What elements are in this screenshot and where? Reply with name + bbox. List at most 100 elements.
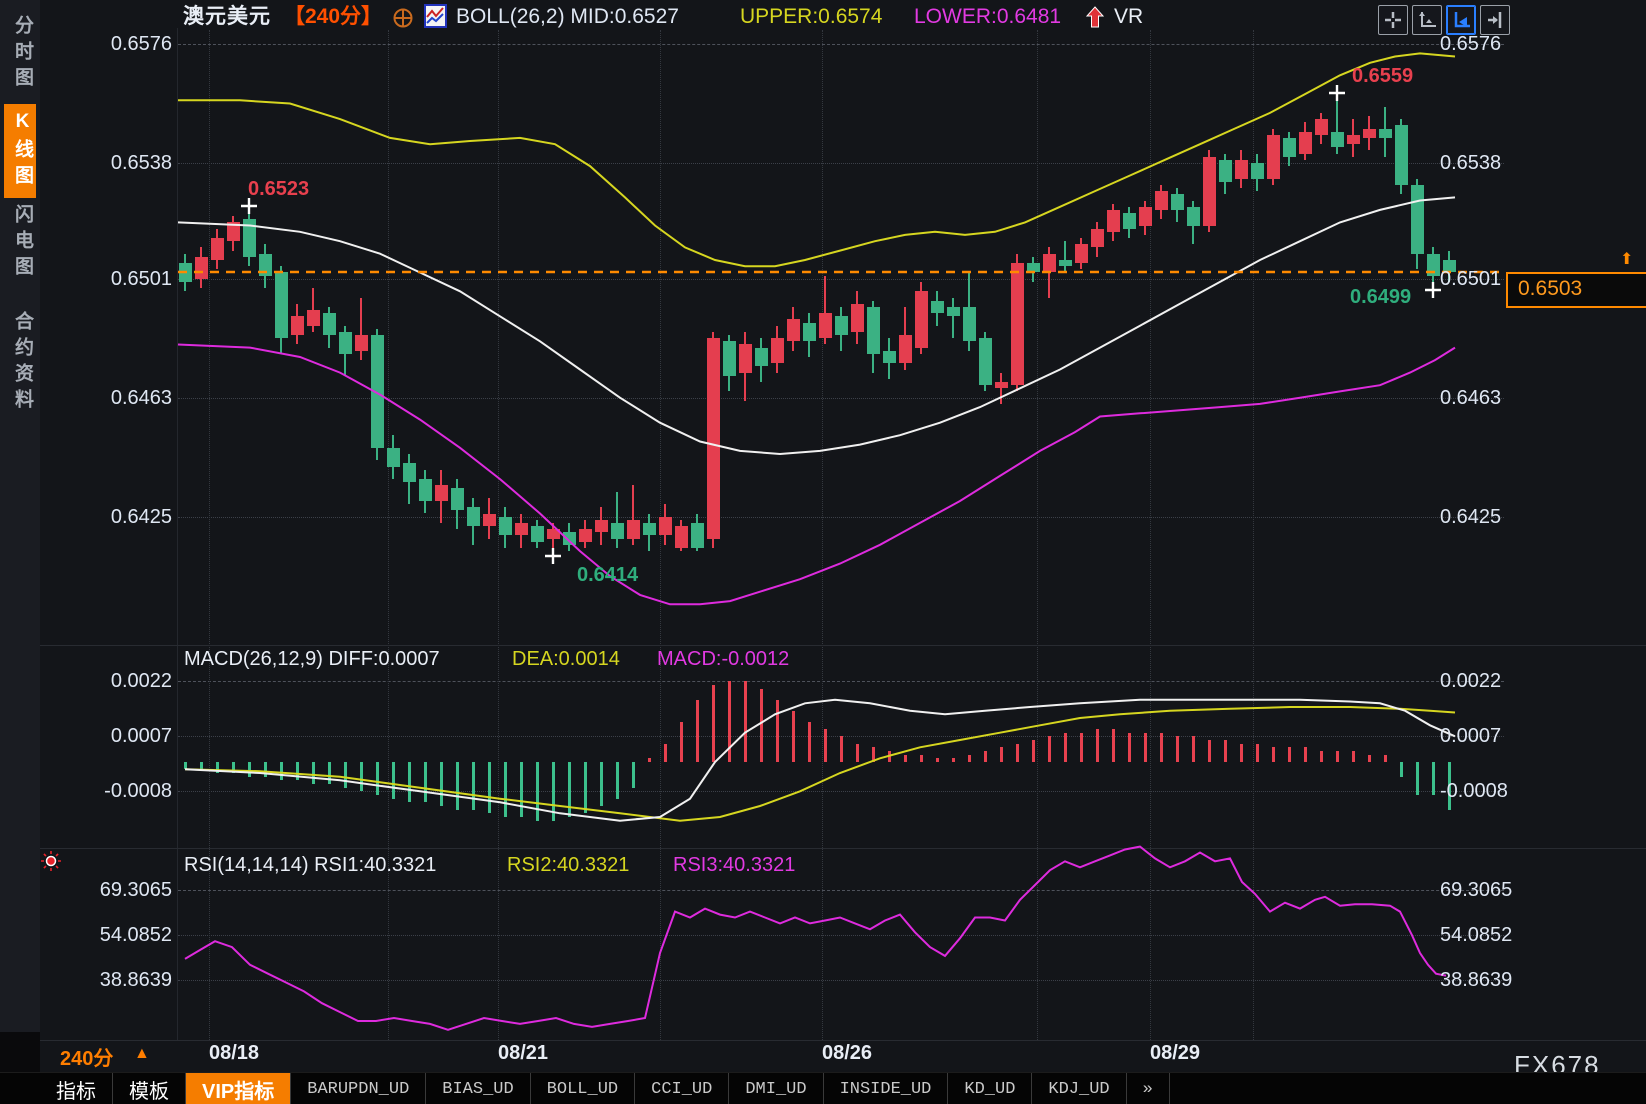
sidebar-item-timeline[interactable]: 分时图 xyxy=(12,15,33,93)
axis-left-icon[interactable] xyxy=(1412,5,1442,35)
candle xyxy=(387,447,400,467)
macd-histogram-bar xyxy=(1080,732,1083,762)
pane-separator xyxy=(40,1040,1646,1041)
candle xyxy=(243,219,256,257)
sidebar-item-contract-info[interactable]: 合约资料 xyxy=(12,311,33,415)
settings-circle-icon[interactable] xyxy=(393,8,414,34)
tab-3[interactable]: VIP指标 xyxy=(186,1073,292,1104)
macd-histogram-bar xyxy=(744,681,747,762)
candle xyxy=(275,272,288,339)
candle xyxy=(467,507,480,526)
tab-6[interactable]: BOLL_UD xyxy=(531,1073,636,1104)
candle xyxy=(1171,194,1184,210)
macd-histogram-bar xyxy=(1416,762,1419,795)
axis-right-icon[interactable] xyxy=(1480,5,1510,35)
pane-separator xyxy=(40,645,1646,646)
date-gridline xyxy=(1037,30,1038,1040)
tab-4[interactable]: BARUPDN_UD xyxy=(291,1073,427,1104)
macd-histogram-bar xyxy=(1096,728,1099,762)
sidebar-item-kline[interactable]: K线图 xyxy=(4,104,36,198)
macd-header-label: MACD(26,12,9) DIFF:0.0007 xyxy=(184,648,440,670)
macd-histogram-bar xyxy=(1432,762,1435,795)
candle xyxy=(339,331,352,354)
footer-period[interactable]: 240分 xyxy=(60,1048,114,1070)
macd-histogram-bar xyxy=(936,758,939,762)
candle xyxy=(1379,128,1392,138)
macd-histogram-bar xyxy=(920,754,923,762)
vr-indicator-label[interactable]: VR xyxy=(1114,5,1144,28)
candle xyxy=(1139,206,1152,226)
macd-gridline xyxy=(178,681,1504,682)
candle xyxy=(691,522,704,548)
macd-axis-label-left: -0.0008 xyxy=(104,780,172,802)
macd-histogram-bar xyxy=(504,762,507,817)
tab-5[interactable]: BIAS_UD xyxy=(426,1073,531,1104)
tab-8[interactable]: DMI_UD xyxy=(729,1073,824,1104)
macd-dea-label: DEA:0.0014 xyxy=(512,648,620,670)
alert-sun-icon[interactable] xyxy=(40,850,62,877)
tab-11[interactable]: KDJ_UD xyxy=(1032,1073,1127,1104)
tab-7[interactable]: CCI_UD xyxy=(635,1073,730,1104)
tab-1[interactable]: 指标 xyxy=(40,1073,113,1104)
pane-separator xyxy=(40,848,1646,849)
macd-histogram-bar xyxy=(888,750,891,762)
macd-histogram-bar xyxy=(984,750,987,762)
macd-histogram-bar xyxy=(1368,754,1371,762)
macd-histogram-bar xyxy=(1320,750,1323,762)
candle xyxy=(995,382,1008,389)
rsi-axis-label-left: 38.8639 xyxy=(99,969,172,991)
macd-histogram-bar xyxy=(200,762,203,770)
price-annotation: 0.6414 xyxy=(577,564,639,587)
axis-active-icon[interactable] xyxy=(1446,5,1476,35)
period-selector[interactable]: 【240分】 xyxy=(284,5,383,28)
date-gridline xyxy=(209,30,210,1040)
price-axis-label-left: 0.6538 xyxy=(110,152,172,174)
date-label: 08/26 xyxy=(822,1042,873,1064)
tab-10[interactable]: KD_UD xyxy=(948,1073,1033,1104)
macd-histogram-bar xyxy=(264,762,267,777)
macd-histogram-bar xyxy=(1160,732,1163,762)
sidebar-item-flash[interactable]: 闪电图 xyxy=(12,204,33,282)
macd-histogram-bar xyxy=(488,762,491,814)
candle xyxy=(1235,159,1248,179)
rsi-axis-label-left: 69.3065 xyxy=(99,879,172,901)
candle xyxy=(403,463,416,483)
macd-axis-label-left: 0.0022 xyxy=(110,670,172,692)
macd-histogram-bar xyxy=(872,747,875,762)
macd-histogram-bar xyxy=(1176,736,1179,762)
macd-histogram-bar xyxy=(1064,732,1067,762)
candle-wick xyxy=(952,297,954,339)
date-gridline xyxy=(1150,30,1151,1040)
candle xyxy=(595,519,608,533)
period-up-triangle-icon[interactable]: ▲ xyxy=(134,1045,150,1062)
candle xyxy=(1347,134,1360,145)
tab-2[interactable]: 模板 xyxy=(113,1073,186,1104)
price-axis-label-right: 0.6538 xyxy=(1440,152,1502,174)
candle xyxy=(1043,253,1056,273)
boll-chart-icon[interactable] xyxy=(424,4,448,34)
macd-histogram-bar xyxy=(904,754,907,762)
macd-histogram-bar xyxy=(1336,750,1339,762)
macd-histogram-bar xyxy=(584,762,587,814)
candle xyxy=(1267,134,1280,179)
macd-histogram-bar xyxy=(840,736,843,762)
corner-filler xyxy=(0,1032,40,1072)
macd-histogram-bar xyxy=(424,762,427,803)
candle xyxy=(899,335,912,364)
candle-wick xyxy=(360,297,362,361)
candle xyxy=(1219,159,1232,182)
macd-histogram-bar xyxy=(552,762,555,821)
macd-histogram-bar xyxy=(792,710,795,762)
candle xyxy=(1283,137,1296,157)
macd-histogram-bar xyxy=(408,762,411,803)
candle xyxy=(1411,184,1424,254)
macd-histogram-bar xyxy=(472,762,475,810)
tab-9[interactable]: INSIDE_UD xyxy=(824,1073,949,1104)
macd-histogram-bar xyxy=(312,762,315,784)
macd-histogram-bar xyxy=(1400,762,1403,777)
macd-histogram-bar xyxy=(296,762,299,781)
tabs-overflow-button[interactable]: » xyxy=(1127,1073,1170,1104)
pan-icon[interactable] xyxy=(1378,5,1408,35)
macd-histogram-bar xyxy=(568,762,571,817)
candle xyxy=(1123,213,1136,229)
